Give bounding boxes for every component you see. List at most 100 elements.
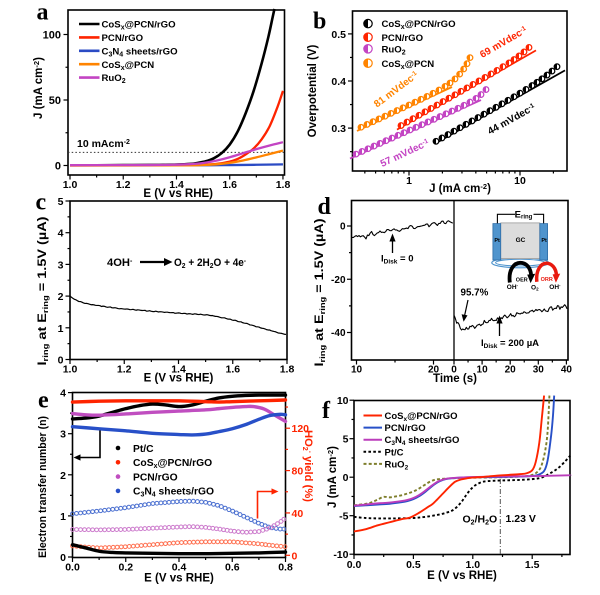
svg-text:50: 50	[49, 95, 61, 107]
svg-text:3: 3	[58, 259, 64, 271]
svg-text:E (V vs RHE): E (V vs RHE)	[427, 570, 497, 582]
svg-text:0: 0	[343, 472, 349, 484]
svg-text:OH-: OH-	[549, 283, 561, 291]
svg-text:1: 1	[58, 323, 64, 335]
svg-text:OH-: OH-	[507, 283, 519, 291]
svg-text:PCN/rGO: PCN/rGO	[133, 472, 178, 483]
svg-text:CoSx@PCN: CoSx@PCN	[102, 60, 155, 72]
svg-text:4: 4	[58, 228, 64, 240]
svg-text:20: 20	[428, 365, 440, 376]
svg-text:1: 1	[406, 175, 412, 187]
svg-text:Time (s): Time (s)	[433, 373, 477, 385]
svg-text:GC: GC	[516, 237, 526, 244]
svg-text:-40: -40	[331, 328, 346, 339]
svg-text:O2: O2	[531, 285, 539, 292]
svg-text:1.6: 1.6	[222, 179, 237, 191]
svg-text:0: 0	[451, 365, 457, 376]
svg-text:0.6: 0.6	[225, 562, 240, 574]
svg-text:f: f	[322, 398, 331, 424]
svg-text:20: 20	[505, 365, 517, 376]
svg-text:40: 40	[561, 365, 573, 376]
svg-text:1.8: 1.8	[276, 179, 291, 191]
svg-text:1.23 V: 1.23 V	[506, 513, 536, 525]
svg-text:J (mA cm-2): J (mA cm-2)	[429, 182, 491, 195]
svg-text:E (V vs RHE): E (V vs RHE)	[144, 373, 214, 385]
svg-text:0.3: 0.3	[331, 123, 346, 135]
svg-text:CoSx@PCN/rGO: CoSx@PCN/rGO	[102, 20, 177, 32]
svg-text:1: 1	[60, 511, 66, 523]
svg-text:IDisk = 0: IDisk = 0	[381, 254, 414, 266]
svg-text:1.2: 1.2	[116, 179, 131, 191]
svg-text:C3N4 sheets/rGO: C3N4 sheets/rGO	[385, 435, 460, 447]
svg-text:-10: -10	[333, 549, 348, 561]
svg-text:0.5: 0.5	[331, 29, 346, 41]
svg-text:C3N4 sheets/rGO: C3N4 sheets/rGO	[133, 487, 214, 499]
svg-text:J (mA cm-2): J (mA cm-2)	[32, 57, 45, 119]
svg-text:Iring at Ering = 1.5V (µA): Iring at Ering = 1.5V (µA)	[37, 216, 50, 365]
svg-text:d: d	[318, 194, 332, 220]
svg-text:J (mA cm-2): J (mA cm-2)	[326, 446, 339, 508]
svg-text:2: 2	[58, 291, 64, 303]
svg-text:1.8: 1.8	[280, 364, 295, 376]
svg-text:0.4: 0.4	[172, 562, 187, 574]
svg-text:5: 5	[58, 196, 64, 208]
svg-text:1.0: 1.0	[63, 179, 78, 191]
svg-text:Pt: Pt	[541, 238, 547, 244]
svg-text:1.4: 1.4	[171, 364, 186, 376]
svg-text:10: 10	[337, 395, 349, 407]
svg-text:95.7%: 95.7%	[461, 288, 489, 299]
svg-text:Overpotential (V): Overpotential (V)	[307, 45, 319, 138]
svg-text:Pt/C: Pt/C	[133, 444, 154, 455]
svg-text:1.2: 1.2	[117, 364, 132, 376]
svg-text:10: 10	[514, 175, 526, 187]
svg-text:0.8: 0.8	[278, 562, 293, 574]
svg-text:CoSx@PCN/rGO: CoSx@PCN/rGO	[133, 458, 212, 470]
svg-text:2: 2	[60, 470, 66, 482]
svg-text:0.2: 0.2	[118, 562, 133, 574]
svg-text:PCN/rGO: PCN/rGO	[102, 33, 144, 44]
svg-text:0.0: 0.0	[347, 559, 362, 571]
svg-text:0.0: 0.0	[65, 562, 80, 574]
svg-text:RuO2: RuO2	[382, 44, 406, 56]
svg-text:0: 0	[292, 550, 298, 562]
svg-text:0: 0	[58, 355, 64, 367]
svg-text:10 mAcm-2: 10 mAcm-2	[77, 138, 130, 150]
svg-text:b: b	[313, 9, 326, 35]
svg-text:HO2- yield (%): HO2- yield (%)	[301, 430, 314, 502]
svg-text:Pt: Pt	[494, 238, 500, 244]
svg-text:5: 5	[343, 434, 349, 446]
svg-text:C3N4 sheets/rGO: C3N4 sheets/rGO	[102, 46, 179, 58]
svg-text:80: 80	[292, 466, 304, 478]
svg-text:30: 30	[533, 365, 545, 376]
svg-text:CoSx@PCN: CoSx@PCN	[382, 59, 435, 71]
svg-text:0: 0	[60, 552, 66, 564]
svg-text:e: e	[38, 388, 49, 414]
svg-text:10: 10	[351, 365, 363, 376]
svg-text:Iring at Ering = 1.5V (µA): Iring at Ering = 1.5V (µA)	[314, 218, 327, 366]
svg-text:c: c	[36, 190, 47, 216]
svg-text:RuO2: RuO2	[102, 73, 126, 85]
svg-text:Ering: Ering	[515, 210, 533, 221]
svg-text:O2 + 2H2O + 4e-: O2 + 2H2O + 4e-	[174, 257, 247, 270]
svg-text:Pt/C: Pt/C	[385, 447, 404, 458]
svg-text:OER: OER	[516, 278, 528, 284]
svg-text:ORR: ORR	[541, 277, 553, 283]
svg-text:CoSx@PCN/rGO: CoSx@PCN/rGO	[382, 19, 457, 31]
svg-text:O2/H2O: O2/H2O	[463, 514, 498, 527]
svg-text:PCN/rGO: PCN/rGO	[382, 33, 424, 44]
svg-text:0.5: 0.5	[406, 559, 421, 571]
svg-text:PCN/rGO: PCN/rGO	[385, 423, 426, 434]
svg-text:0.4: 0.4	[331, 76, 346, 88]
svg-text:Electron transfer number (n): Electron transfer number (n)	[37, 416, 49, 558]
svg-text:1.4: 1.4	[169, 179, 184, 191]
svg-text:-5: -5	[339, 511, 348, 523]
svg-text:E (V vs RHE): E (V vs RHE)	[143, 188, 213, 200]
svg-text:IDisk = 200 µA: IDisk = 200 µA	[481, 338, 539, 350]
svg-text:4OH-: 4OH-	[107, 257, 133, 269]
svg-text:100: 100	[43, 30, 61, 42]
svg-text:120: 120	[292, 423, 310, 435]
svg-text:1.6: 1.6	[225, 364, 240, 376]
svg-text:1.5: 1.5	[525, 559, 540, 571]
svg-text:10: 10	[477, 365, 489, 376]
svg-text:RuO2: RuO2	[385, 459, 409, 471]
